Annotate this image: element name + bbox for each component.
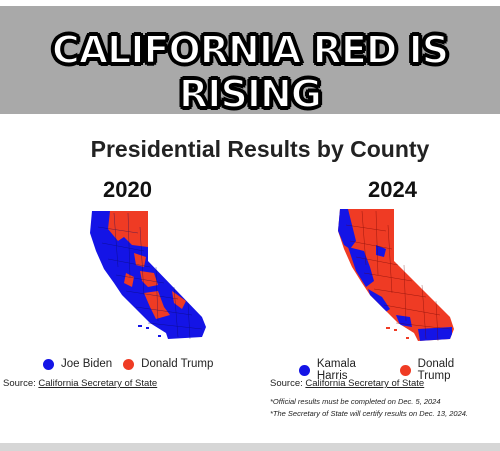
legend-item-democrat: Kamala Harris	[299, 358, 389, 382]
republican-county	[172, 291, 186, 309]
red-dot-icon	[399, 364, 411, 376]
channel-islands	[386, 327, 409, 339]
republican-counties-north	[108, 211, 148, 247]
republican-counties-central	[144, 291, 170, 319]
legend-item-democrat: Joe Biden	[43, 358, 112, 370]
year-label-2024: 2024	[368, 177, 417, 202]
democrat-counties-central-coast	[368, 289, 390, 313]
blue-dot-icon	[299, 364, 310, 376]
legend-label: Joe Biden	[61, 358, 113, 370]
legend-label: Kamala Harris	[316, 358, 356, 382]
legend-label: Donald Trump	[417, 358, 455, 382]
california-county-map-2024	[338, 209, 454, 342]
title-banner: CALIFORNIA RED IS RISING	[0, 6, 500, 117]
top-divider	[0, 0, 500, 6]
republican-county	[140, 271, 158, 287]
legend-2020: Joe Biden Donald Trump	[43, 358, 224, 370]
legend-2024: Kamala Harris Donald Trump	[299, 358, 500, 382]
democrat-county	[396, 315, 412, 327]
legend-item-republican: Donald Trump	[399, 358, 489, 382]
legend-label: Donald Trump	[141, 358, 214, 370]
channel-islands	[138, 325, 161, 337]
bottom-divider	[0, 443, 500, 451]
republican-county	[134, 253, 146, 267]
democrat-counties-bay-area	[348, 247, 374, 287]
democrat-counties-north-coast	[338, 209, 356, 249]
democrat-counties-south	[418, 327, 452, 341]
democrat-county	[376, 245, 386, 257]
footnote-certification: *The Secretary of State will certify res…	[270, 409, 469, 418]
red-dot-icon	[123, 358, 135, 370]
source-link[interactable]: California Secretary of State	[305, 378, 425, 389]
source-2020: Source: California Secretary of State	[3, 378, 157, 389]
source-link[interactable]: California Secretary of State	[38, 378, 158, 389]
banner-title: CALIFORNIA RED IS RISING	[51, 27, 450, 117]
blue-dot-icon	[43, 358, 54, 370]
county-borders	[345, 210, 451, 342]
california-county-map-2020	[90, 211, 206, 340]
county-borders	[97, 212, 203, 340]
year-label-2020: 2020	[103, 177, 152, 202]
source-2024: Source: California Secretary of State	[270, 378, 424, 389]
source-prefix: Source:	[3, 378, 39, 389]
legend-item-republican: Donald Trump	[123, 358, 213, 370]
page-heading: Presidential Results by County	[90, 136, 430, 162]
footnote-official-results: *Official results must be completed on D…	[270, 397, 441, 406]
source-prefix: Source:	[270, 378, 306, 389]
